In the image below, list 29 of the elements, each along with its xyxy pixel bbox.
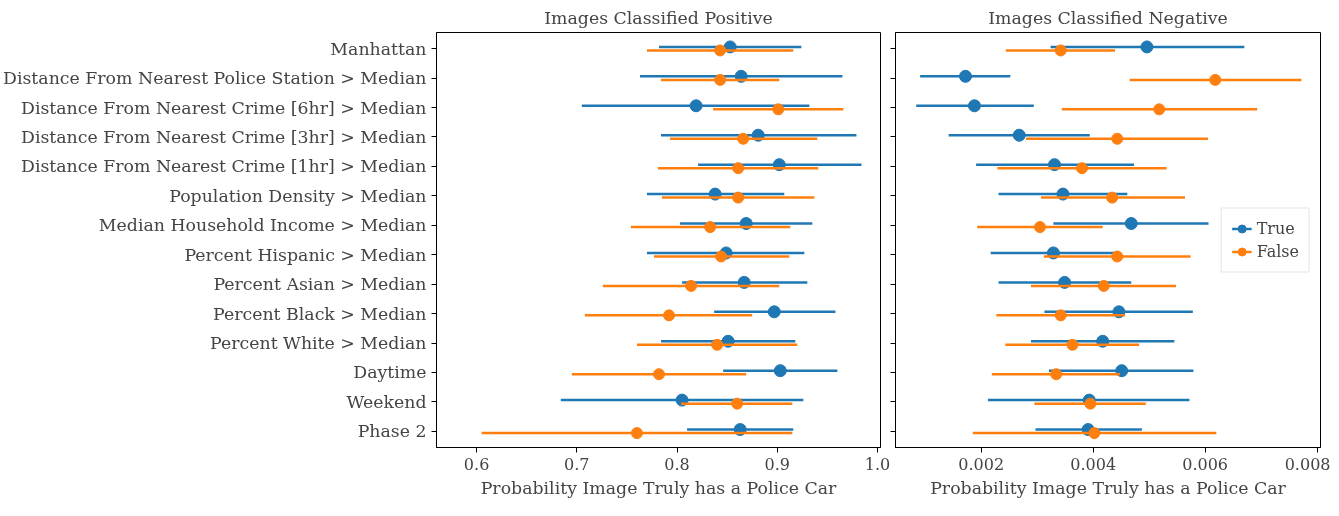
x-tick-label: 0.9: [764, 454, 790, 474]
x-tick-label: 0.006: [1182, 454, 1229, 474]
x-axis-title: Probability Image Truly has a Police Car: [480, 477, 838, 498]
y-tick-label: Population Density > Median: [169, 185, 427, 206]
x-tick-label: 0.008: [1284, 454, 1331, 474]
y-tick-label: Distance From Nearest Crime [1hr] > Median: [21, 156, 427, 177]
y-tick-label: Percent Asian > Median: [213, 274, 427, 295]
y-tick-label: Phase 2: [357, 421, 427, 442]
legend-label: True: [1256, 218, 1295, 238]
chart-title: Images Classified Positive: [544, 7, 773, 28]
x-tick-label: 0.6: [463, 454, 490, 474]
y-tick-label: Distance From Nearest Crime [6hr] > Median: [21, 97, 427, 118]
x-tick-label: 0.8: [664, 454, 690, 474]
x-tick-label: 1.0: [864, 454, 891, 474]
x-tick-label: 0.7: [564, 454, 590, 474]
x-axis-title: Probability Image Truly has a Police Car: [930, 477, 1287, 498]
x-tick-label: 0.004: [1070, 454, 1117, 474]
x-tick-label: 0.002: [958, 454, 1005, 474]
y-tick-label: Median Household Income > Median: [98, 215, 427, 236]
legend-label: False: [1256, 241, 1299, 261]
y-tick-label: Percent Black > Median: [213, 303, 427, 324]
y-tick-label: Manhattan: [330, 38, 427, 59]
y-tick-label: Weekend: [346, 391, 427, 412]
y-tick-label: Distance From Nearest Crime [3hr] > Median: [21, 126, 427, 147]
chart-title: Images Classified Negative: [988, 7, 1228, 28]
y-tick-label: Distance From Nearest Police Station > Median: [3, 68, 427, 89]
y-tick-label: Percent Hispanic > Median: [184, 244, 427, 265]
y-tick-label: Daytime: [353, 362, 427, 383]
y-tick-label: Percent White > Median: [210, 333, 427, 354]
